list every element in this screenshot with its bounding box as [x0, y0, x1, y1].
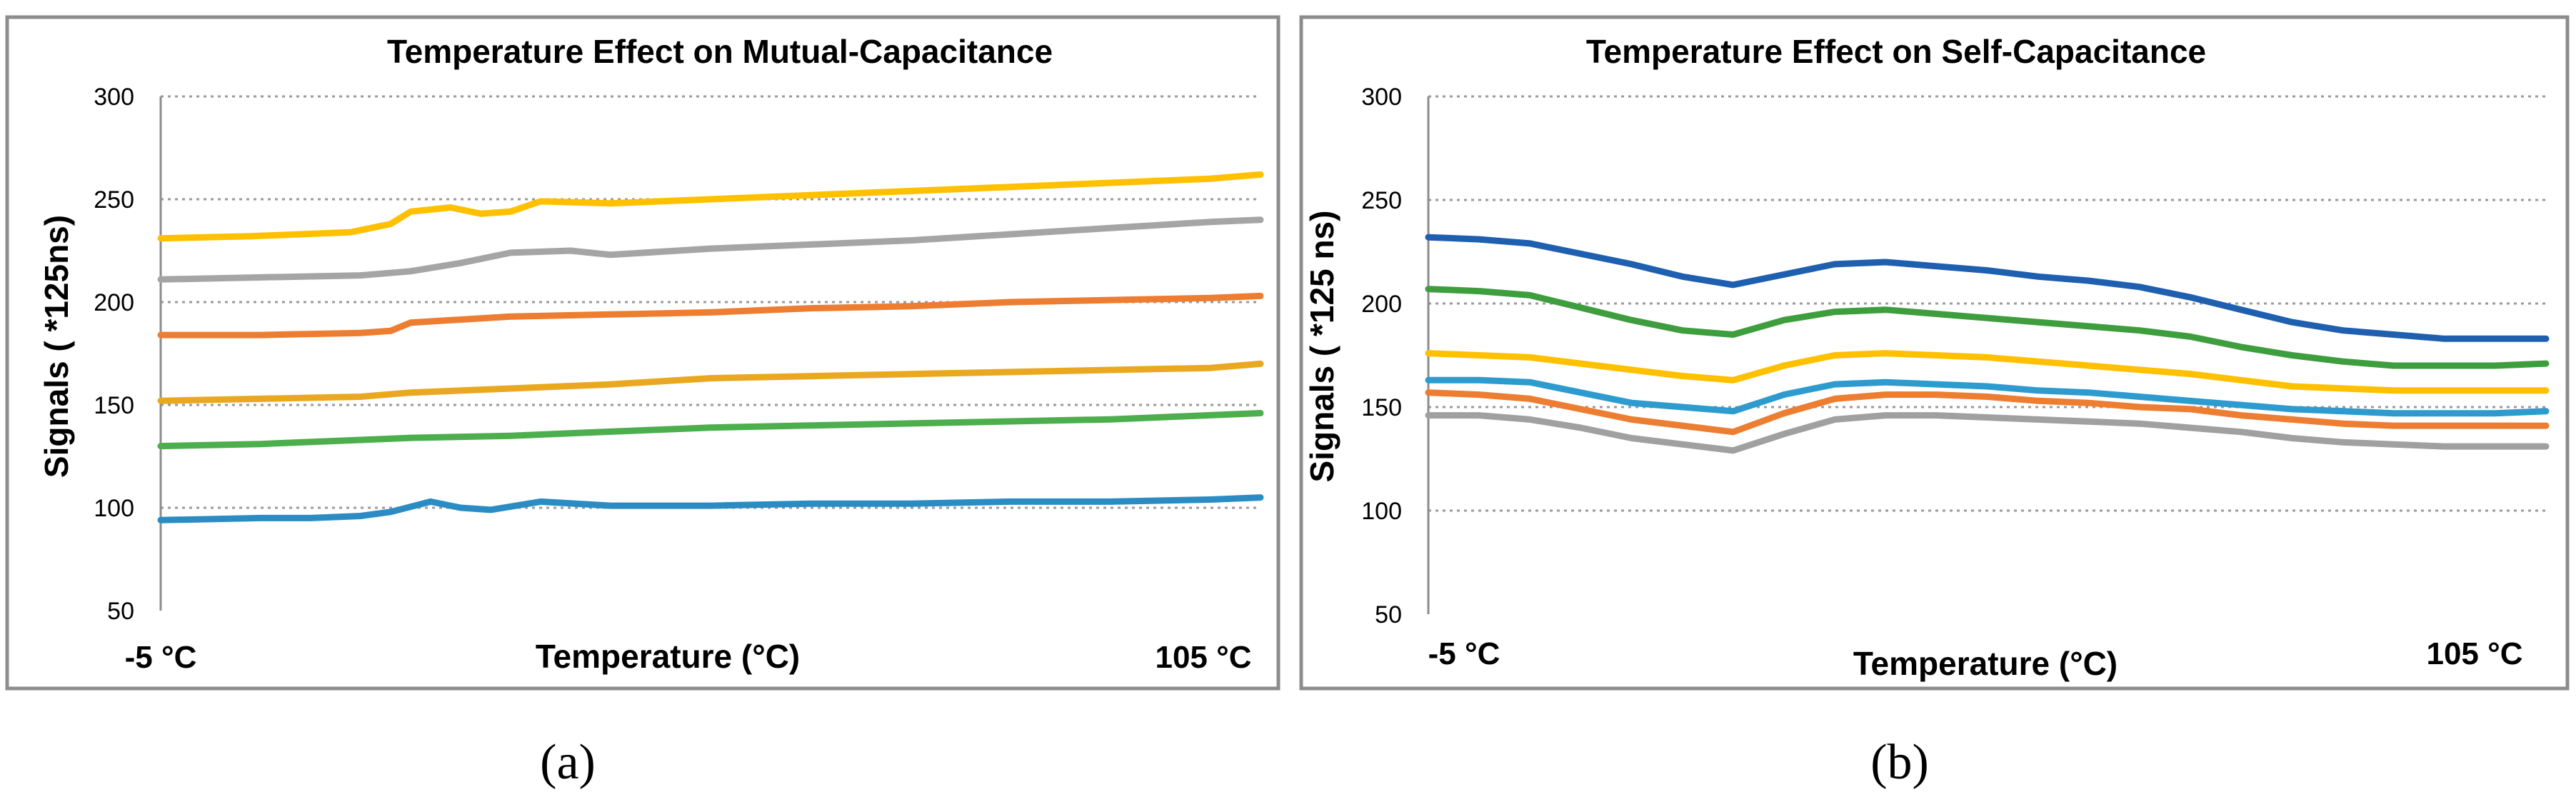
chart-panel-mutual: Temperature Effect on Mutual-Capacitance… — [5, 15, 1281, 691]
series-line-4 — [157, 360, 1264, 404]
chart-title: Temperature Effect on Self-Capacitance — [1586, 33, 2206, 70]
series-line-2 — [1425, 286, 2550, 369]
y-axis-label: Signals ( *125ns) — [38, 215, 75, 478]
series-line-6 — [157, 494, 1264, 523]
y-tick-labels: 50 100 150 200 250 300 — [1361, 84, 1402, 628]
y-tick-label: 200 — [94, 289, 134, 316]
y-tick-label: 200 — [1361, 291, 1402, 318]
series-line-3 — [1425, 350, 2550, 394]
y-tick-label: 250 — [94, 186, 134, 214]
series-line-2 — [157, 216, 1264, 283]
y-tick-label: 300 — [94, 84, 134, 111]
series-line-6 — [1425, 412, 2550, 454]
y-tick-label: 150 — [1361, 394, 1402, 421]
caption-a: (a) — [540, 735, 596, 790]
chart-panel-self: Temperature Effect on Self-Capacitance 5… — [1299, 15, 2570, 691]
gridlines — [1428, 95, 2546, 512]
series-group — [1425, 234, 2550, 454]
caption-b: (b) — [1870, 735, 1929, 790]
x-tick-label-min: -5 °C — [125, 640, 197, 675]
series-line-5 — [1425, 389, 2550, 436]
series-line-5 — [157, 410, 1264, 450]
y-tick-label: 150 — [94, 392, 134, 419]
y-tick-label: 50 — [107, 598, 134, 625]
x-tick-label-max: 105 °C — [2426, 636, 2522, 671]
y-axis-label: Signals ( *125 ns) — [1303, 211, 1340, 483]
chart-frame — [5, 15, 1281, 691]
y-tick-label: 50 — [1375, 601, 1402, 628]
series-line-1 — [157, 171, 1264, 242]
y-tick-label: 100 — [1361, 498, 1402, 525]
y-tick-labels: 50 100 150 200 250 300 — [94, 84, 134, 625]
y-tick-label: 300 — [1361, 84, 1402, 111]
x-axis-label: Temperature (°C) — [1853, 645, 2118, 682]
x-axis-label: Temperature (°C) — [536, 638, 800, 675]
y-tick-label: 100 — [94, 495, 134, 522]
y-tick-label: 250 — [1361, 187, 1402, 214]
series-line-3 — [157, 292, 1264, 339]
x-tick-label-min: -5 °C — [1428, 636, 1500, 671]
series-line-4 — [1425, 376, 2550, 417]
x-tick-label-max: 105 °C — [1155, 640, 1251, 675]
series-group — [157, 171, 1264, 523]
series-line-1 — [1425, 234, 2550, 342]
chart-title: Temperature Effect on Mutual-Capacitance — [387, 33, 1053, 70]
